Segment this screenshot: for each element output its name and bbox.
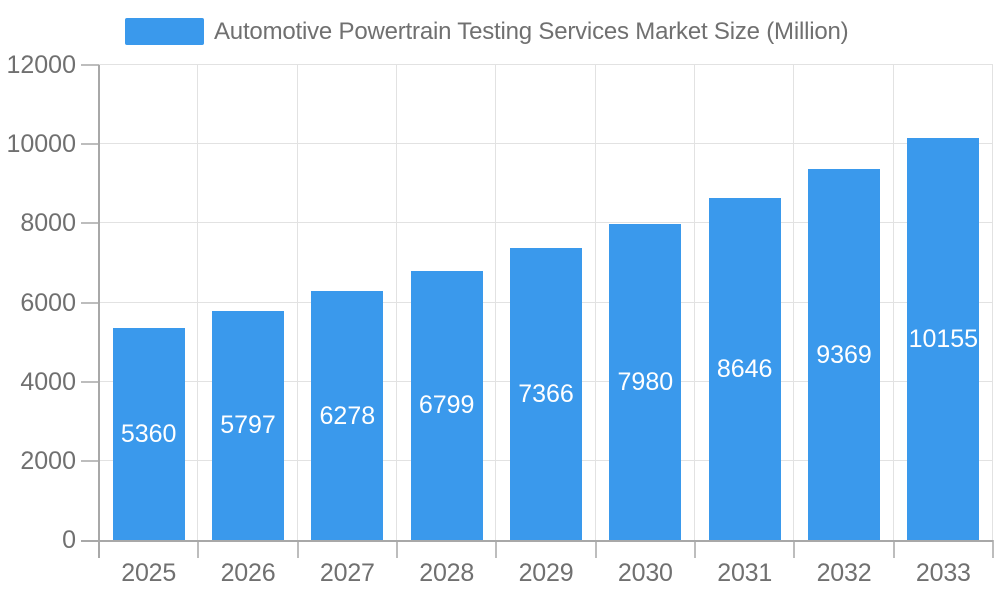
x-tick-label: 2033 (915, 559, 971, 587)
bar-value-label: 10155 (908, 325, 979, 354)
v-gridline (396, 65, 397, 540)
y-tick (81, 64, 99, 66)
v-gridline (495, 65, 497, 540)
v-gridline (793, 65, 795, 540)
y-tick (81, 459, 99, 462)
h-gridline (99, 222, 993, 224)
x-tick-label: 2029 (518, 559, 574, 587)
y-tick-label: 2000 (20, 446, 76, 475)
v-gridline (992, 65, 993, 540)
v-gridline (892, 65, 894, 540)
y-tick (81, 380, 99, 383)
x-tick (992, 540, 994, 558)
x-tick (396, 540, 398, 558)
v-gridline (197, 65, 199, 540)
bar-value-label: 5797 (220, 411, 276, 440)
bar[interactable] (510, 248, 582, 540)
x-tick-label: 2025 (121, 559, 177, 587)
y-tick-label: 4000 (20, 367, 76, 396)
v-gridline (694, 65, 695, 540)
y-tick-label: 6000 (20, 288, 76, 317)
x-tick (197, 540, 200, 558)
x-tick (793, 540, 796, 558)
x-tick-label: 2031 (717, 559, 773, 587)
y-tick (81, 143, 99, 146)
y-tick-label: 0 (62, 526, 76, 554)
bar[interactable] (609, 224, 682, 540)
bar[interactable] (112, 327, 185, 540)
bar[interactable] (212, 310, 284, 540)
y-tick-label: 12000 (6, 51, 76, 79)
bar-value-label: 5360 (120, 419, 177, 448)
x-tick-label: 2027 (319, 559, 375, 587)
x-tick-label: 2030 (617, 559, 673, 587)
x-axis-line (81, 540, 993, 542)
y-tick-label: 8000 (20, 209, 76, 238)
bar-value-label: 6799 (418, 391, 475, 420)
bar-value-label: 7980 (617, 368, 674, 397)
legend-swatch (125, 18, 204, 45)
bar[interactable] (907, 138, 980, 540)
bar[interactable] (410, 270, 483, 540)
h-gridline (99, 143, 993, 145)
bar[interactable] (808, 169, 880, 540)
x-tick (495, 540, 498, 558)
y-tick (81, 222, 99, 225)
x-tick-label: 2028 (419, 559, 475, 587)
x-tick-label: 2032 (816, 559, 872, 587)
y-axis-line (98, 65, 100, 558)
bar-value-label: 8646 (716, 354, 773, 383)
bar-value-label: 6278 (319, 401, 376, 430)
v-gridline (594, 65, 596, 540)
x-tick (296, 540, 299, 558)
v-gridline (296, 65, 298, 540)
legend-item[interactable]: Automotive Powertrain Testing Services M… (125, 17, 849, 45)
x-tick (892, 540, 895, 558)
bar[interactable] (708, 197, 781, 540)
x-tick (594, 540, 597, 558)
legend-label: Automotive Powertrain Testing Services M… (214, 17, 849, 45)
x-tick (694, 540, 696, 558)
bar[interactable] (311, 291, 384, 540)
y-tick-label: 10000 (6, 130, 76, 159)
h-gridline (99, 64, 993, 65)
y-tick (81, 301, 99, 304)
bar-value-label: 9369 (816, 340, 872, 369)
bar-value-label: 7366 (518, 380, 574, 409)
x-tick-label: 2026 (220, 559, 276, 587)
